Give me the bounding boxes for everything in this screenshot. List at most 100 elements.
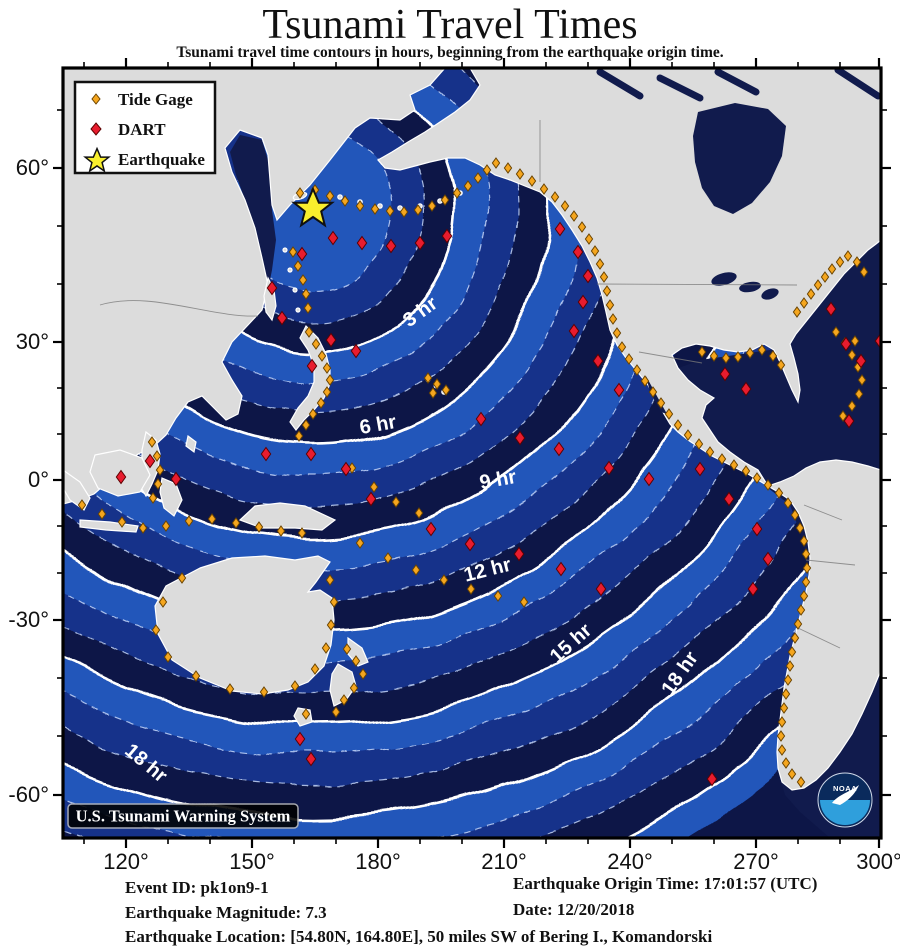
tide-gage-marker: [847, 400, 857, 412]
dart-marker: [266, 280, 278, 296]
event-details: Event ID: pk1on9-1 Earthquake Magnitude:…: [125, 874, 817, 946]
dart-marker: [568, 323, 580, 339]
dart-marker: [577, 294, 589, 310]
tide-gage-marker: [539, 183, 549, 195]
tide-gage-marker: [777, 744, 787, 756]
dart-marker: [603, 460, 615, 476]
earthquake-legend-icon: [83, 146, 111, 173]
tide-gage-marker: [656, 397, 666, 409]
dart-marker: [170, 471, 182, 487]
tide-gage-marker: [741, 465, 751, 477]
tide-gage-marker: [147, 436, 157, 448]
tide-gage-marker: [519, 596, 529, 608]
land-new-zealand-south: [329, 663, 357, 707]
dart-marker: [350, 343, 362, 359]
tide-gage-marker: [796, 604, 806, 616]
tide-gage-marker: [599, 271, 609, 283]
tide-gage-marker: [163, 651, 173, 663]
station-markers: [77, 157, 881, 788]
dart-marker: [592, 353, 604, 369]
tide-gage-marker: [560, 200, 570, 212]
tide-gage-marker: [152, 450, 162, 462]
tide-gage-marker: [781, 688, 791, 700]
earthquake-epicenter-star: [291, 186, 335, 228]
tide-gage-marker: [790, 509, 800, 521]
earthquake-location: Earthquake Location: [54.80N, 164.80E], …: [125, 927, 712, 946]
tide-gage-marker: [391, 496, 401, 508]
tide-gage-marker: [857, 374, 867, 386]
earthquake-magnitude: Earthquake Magnitude: 7.3: [125, 903, 327, 922]
tide-gage-marker: [385, 205, 395, 217]
legend-label-dart: DART: [118, 120, 166, 139]
dart-marker: [144, 453, 156, 469]
tide-gage-marker: [151, 624, 161, 636]
map-frame: [61, 66, 883, 840]
tide-gage-marker: [293, 260, 303, 272]
tide-gage-marker: [432, 378, 442, 390]
tide-gage-marker: [340, 195, 350, 207]
x-axis-label: 180°: [355, 849, 401, 874]
tide-gage-marker: [148, 492, 158, 504]
tide-gage-marker: [813, 279, 823, 291]
tide-gage-marker: [774, 487, 784, 499]
map-legend: Tide Gage DART Earthquake: [73, 80, 217, 175]
tide-gage-marker: [325, 190, 335, 202]
watermark-text: U.S. Tsunami Warning System: [76, 807, 291, 826]
dart-marker: [613, 382, 625, 398]
kuril-islands: [282, 247, 301, 313]
tide-gage-marker: [787, 646, 797, 658]
dart-marker: [325, 332, 337, 348]
tide-gage-marker: [325, 374, 335, 386]
tide-gage-marker: [317, 350, 327, 362]
dart-marker: [425, 521, 437, 537]
dart-marker: [762, 551, 774, 567]
tide-gage-marker: [602, 285, 612, 297]
tide-gage-marker: [733, 351, 743, 363]
tide-gage-marker: [322, 362, 332, 374]
tide-gage-marker: [792, 306, 802, 318]
dart-marker: [340, 461, 352, 477]
tide-gage-marker: [399, 206, 409, 218]
tide-gage-marker: [301, 288, 311, 300]
tide-gage-marker: [297, 527, 307, 539]
tide-gage-marker: [852, 256, 862, 268]
dart-marker: [365, 491, 377, 507]
tide-gage-marker: [835, 256, 845, 268]
tide-gage-marker: [369, 481, 379, 493]
tide-gage-marker: [342, 643, 352, 655]
tide-gage-marker: [370, 203, 380, 215]
tide-gage-marker: [298, 274, 308, 286]
tide-gage-marker: [493, 590, 503, 602]
dart-marker: [825, 301, 837, 317]
tide-gage-marker: [590, 245, 600, 257]
tide-gage-marker: [717, 453, 727, 465]
tide-gage-marker: [473, 172, 483, 184]
tide-gage-marker: [776, 730, 786, 742]
tide-gage-marker: [550, 191, 560, 203]
arctic-channels: [596, 68, 881, 102]
tide-gage-marker: [428, 387, 438, 399]
tide-gage-marker: [322, 386, 332, 398]
watermark-badge: U.S. Tsunami Warning System: [67, 803, 299, 829]
tide-gage-marker: [311, 338, 321, 350]
dart-marker: [595, 581, 607, 597]
tide-gage-marker: [779, 702, 789, 714]
noaa-logo-text: NOAA: [833, 784, 857, 793]
dart-marker: [694, 461, 706, 477]
tide-gage-marker: [463, 180, 473, 192]
tide-gage-marker: [527, 175, 537, 187]
tide-gage-marker: [763, 479, 773, 491]
dart-marker: [115, 469, 127, 485]
land-south-america: [766, 459, 881, 791]
dart-marker: [840, 336, 852, 352]
dart-marker: [706, 771, 718, 787]
tide-gage-marker: [790, 632, 800, 644]
dart-marker: [751, 521, 763, 537]
dart-marker: [582, 268, 594, 284]
tide-gage-marker: [288, 246, 298, 258]
y-axis-label: -60°: [8, 782, 49, 807]
tide-gage-marker: [850, 335, 860, 347]
x-axis-label: 210°: [481, 849, 527, 874]
tide-gage-marker: [301, 419, 311, 431]
